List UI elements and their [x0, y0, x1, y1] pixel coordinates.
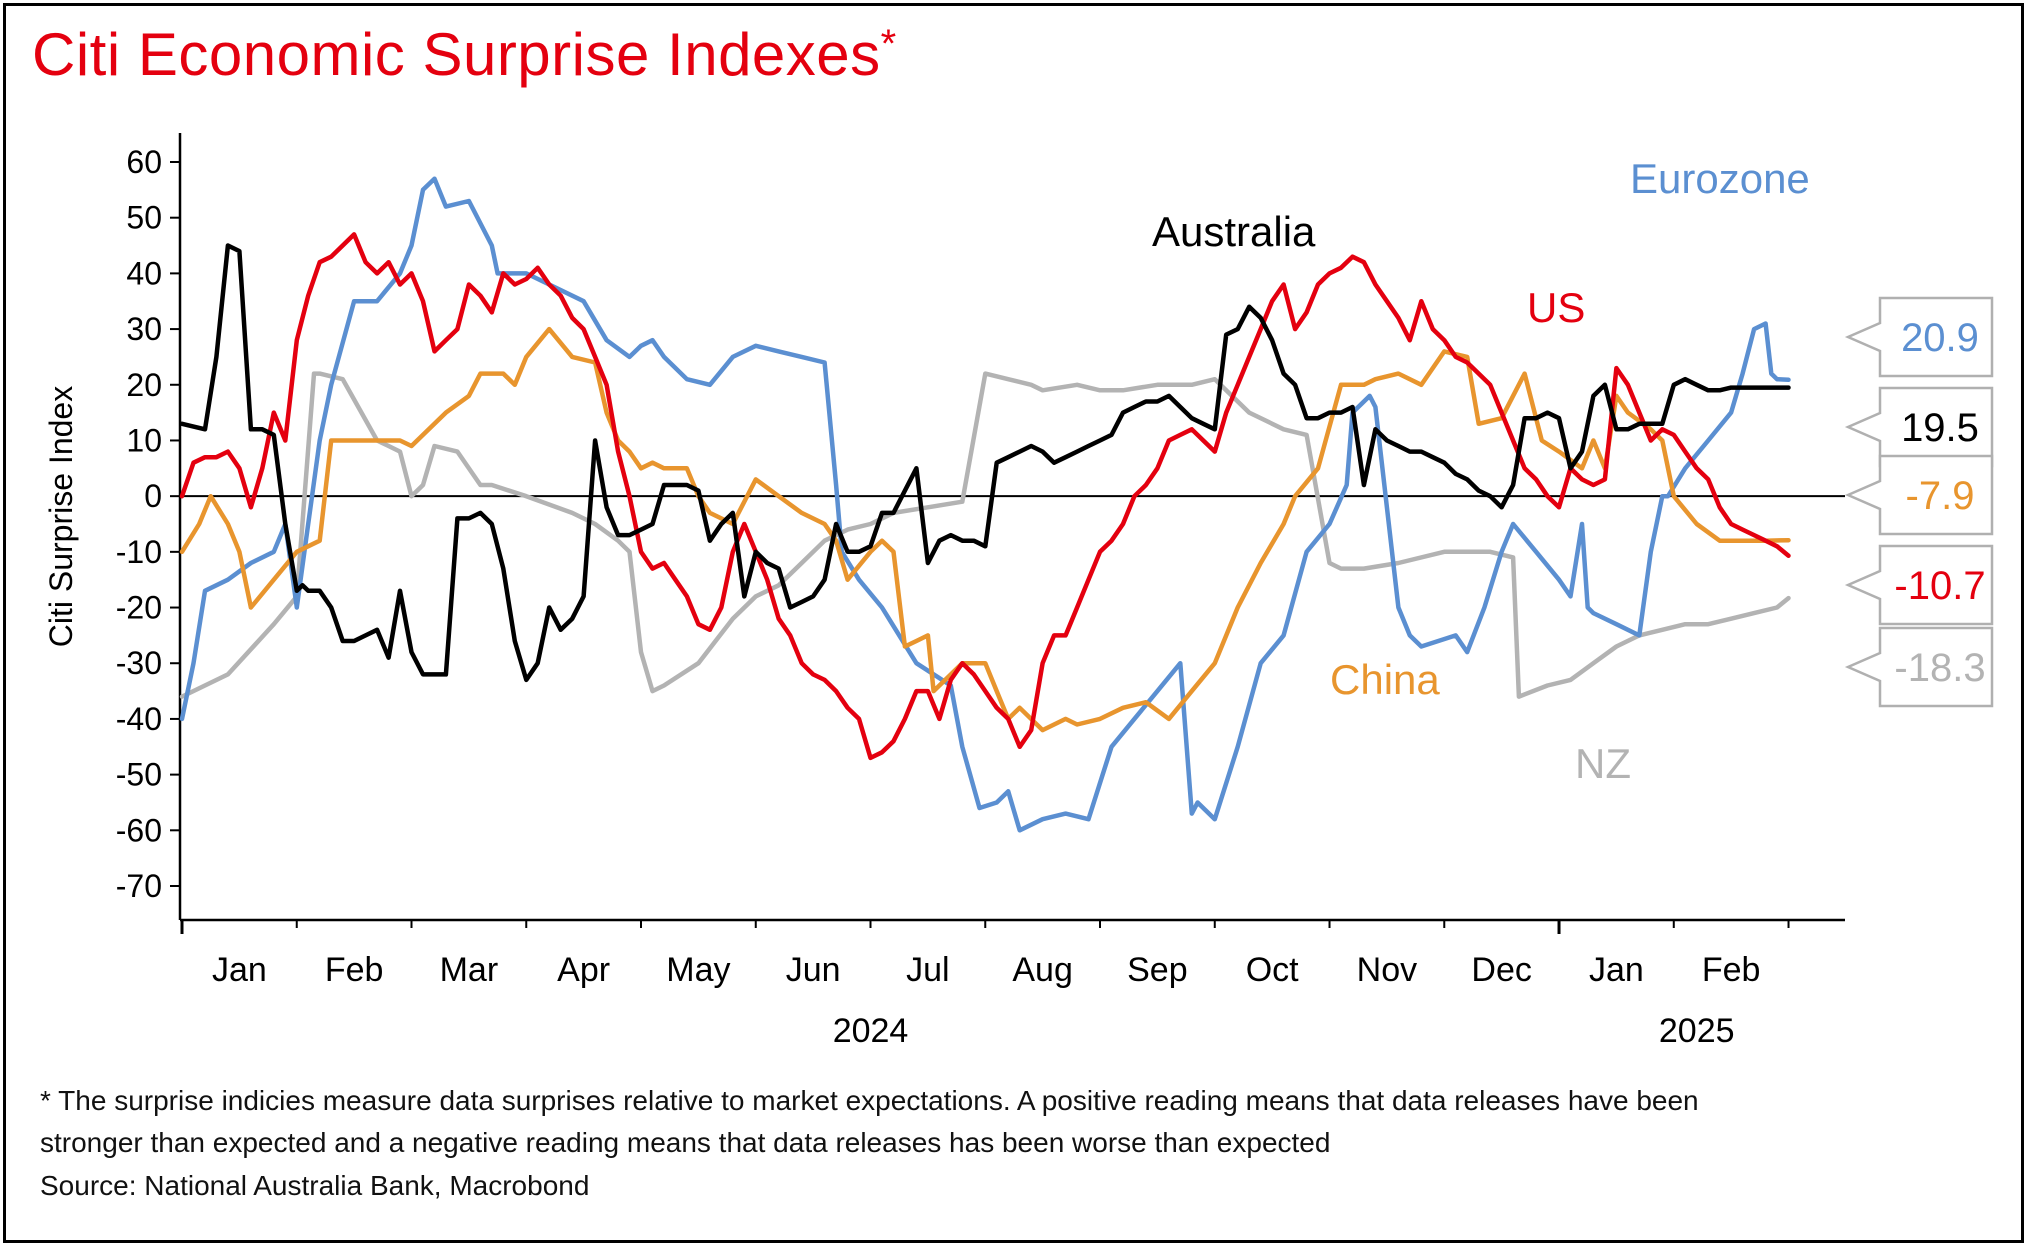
x-tick-label: Feb: [325, 951, 384, 989]
footnote-line-2: stronger than expected and a negative re…: [40, 1127, 1331, 1158]
footnote-line-1: * The surprise indicies measure data sur…: [40, 1085, 1699, 1116]
series-label-china: China: [1330, 656, 1440, 703]
y-tick-label: 10: [126, 422, 162, 458]
x-tick-label: Jan: [212, 951, 267, 989]
y-tick-label: -50: [116, 757, 162, 793]
y-tick-label: 50: [126, 200, 162, 236]
end-value-label-nz: -18.3: [1894, 646, 1985, 690]
series-label-eurozone: Eurozone: [1630, 155, 1810, 202]
x-tick-label: Apr: [557, 951, 610, 989]
y-tick-label: -20: [116, 590, 162, 626]
y-axis-title: Citi Surprise Index: [43, 386, 79, 647]
x-tick-label: Aug: [1012, 951, 1073, 989]
x-tick-label: Jan: [1589, 951, 1644, 989]
series-label-nz: NZ: [1575, 740, 1631, 787]
series-line-eurozone: [179, 176, 1791, 833]
x-tick-label: Sep: [1127, 951, 1188, 989]
series-line-nz: [179, 371, 1791, 699]
y-tick-label: 40: [126, 255, 162, 291]
end-value-label-eurozone: 20.9: [1901, 316, 1979, 360]
end-value-label-us: -10.7: [1894, 564, 1985, 608]
x-tick-label: May: [666, 951, 730, 989]
series-line-us: [179, 232, 1791, 761]
end-value-box-china: [1844, 454, 1994, 536]
x-tick-label: Oct: [1246, 951, 1299, 989]
series-label-us: US: [1527, 284, 1585, 331]
end-value-box-nz: [1844, 626, 1994, 708]
end-value-box-eurozone: [1844, 296, 1994, 378]
y-tick-label: -10: [116, 534, 162, 570]
y-tick-label: -40: [116, 701, 162, 737]
series-line-china: [179, 326, 1791, 733]
series-label-australia: Australia: [1152, 208, 1316, 255]
y-tick-label: 20: [126, 367, 162, 403]
series-line-australia: [179, 243, 1791, 683]
y-tick-label: 30: [126, 311, 162, 347]
y-tick-label: 0: [144, 478, 162, 514]
y-tick-label: -30: [116, 645, 162, 681]
chart-title-text: Citi Economic Surprise Indexes: [32, 21, 881, 88]
x-tick-label: Feb: [1702, 951, 1761, 989]
y-tick-label: 60: [126, 144, 162, 180]
y-tick-label: -60: [116, 812, 162, 848]
title-footnote-mark: *: [880, 22, 897, 66]
end-value-label-australia: 19.5: [1901, 406, 1979, 450]
x-tick-label: Nov: [1357, 951, 1417, 989]
end-value-label-china: -7.9: [1906, 474, 1975, 518]
x-tick-label: Dec: [1471, 951, 1531, 989]
x-year-label: 2024: [833, 1012, 909, 1050]
chart-title: Citi Economic Surprise Indexes*: [32, 20, 897, 89]
y-tick-label: -70: [116, 868, 162, 904]
source-note: Source: National Australia Bank, Macrobo…: [40, 1170, 590, 1201]
end-value-box-australia: [1844, 386, 1994, 468]
x-year-label: 2025: [1659, 1012, 1735, 1050]
x-tick-label: Mar: [440, 951, 499, 989]
end-value-box-us: [1844, 544, 1994, 626]
x-tick-label: Jul: [906, 951, 949, 989]
x-tick-label: Jun: [786, 951, 841, 989]
